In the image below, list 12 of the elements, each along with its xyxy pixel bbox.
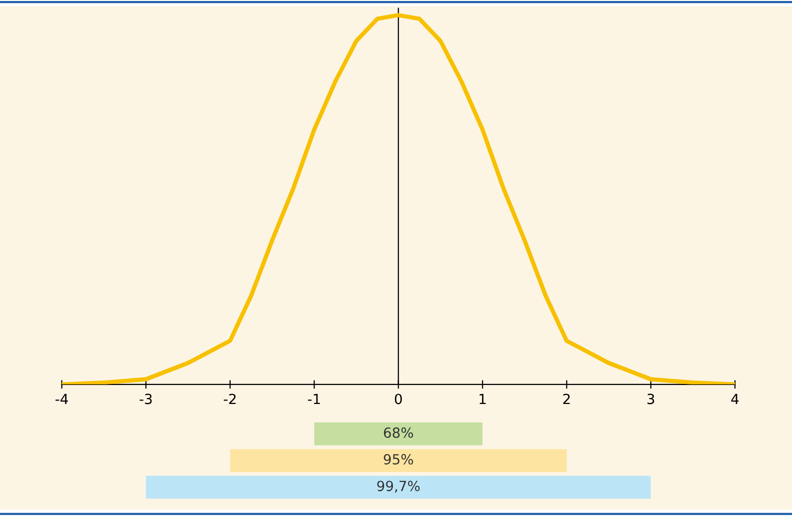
x-tick-label: 3	[647, 394, 654, 404]
x-tick-label: 4	[731, 394, 739, 404]
x-tick-label: 2	[563, 394, 570, 404]
x-tick-label: 0	[394, 394, 402, 404]
annotation: 68%	[384, 427, 414, 438]
x-tick-label: -4	[56, 394, 68, 404]
annotation: 99,7%	[377, 480, 420, 493]
x-tick-label: -1	[308, 394, 320, 404]
x-tick-label: 1	[480, 394, 486, 404]
x-tick-label: -2	[224, 394, 236, 404]
annotation: 95%	[384, 454, 414, 465]
x-tick-label: -3	[140, 394, 152, 404]
